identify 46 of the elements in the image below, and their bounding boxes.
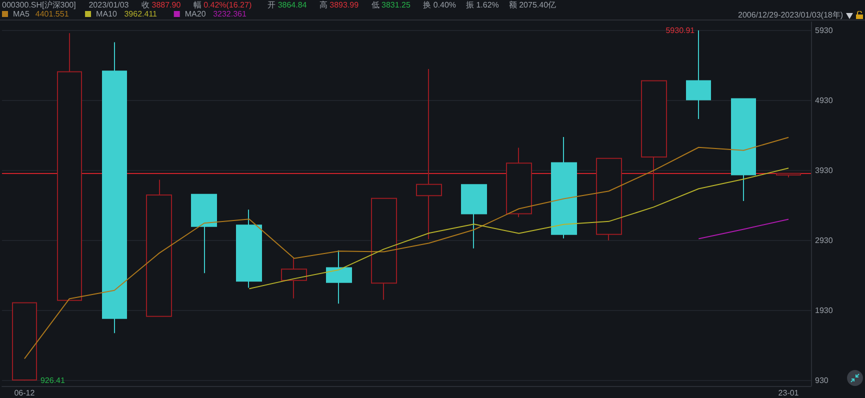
text: 幅 0.42%(16.27) (193, 0, 252, 10)
text: 3962.411 (124, 10, 158, 18)
y-tick-label: 2930 (815, 236, 834, 245)
text: 换 0.40% (423, 0, 456, 10)
candlestick (146, 179, 172, 317)
candlestick (551, 136, 577, 239)
x-tick-label: 23-01 (778, 388, 800, 398)
legend-label: MA20 (184, 10, 206, 18)
x-tick-label: 06-12 (14, 388, 36, 398)
legend-label: MA10 (96, 10, 118, 18)
text: 开 3864.84 (268, 0, 308, 10)
text: 2006/12/29-2023/01/03(18年) (738, 10, 844, 20)
candlestick (12, 302, 37, 382)
text: 额 2075.40亿 (508, 0, 556, 10)
candlestick (641, 80, 667, 201)
candlestick (776, 172, 801, 178)
text: 振 1.62% (466, 0, 499, 10)
y-tick-label: 5930 (815, 26, 834, 35)
text: 收 3887.90 (142, 0, 182, 10)
line-series (248, 168, 790, 290)
candlestick (506, 147, 532, 218)
candlestick (236, 209, 262, 288)
y-tick-label: 3930 (815, 166, 834, 175)
candlestick (57, 32, 82, 301)
candlestick (416, 68, 442, 240)
candlestick (731, 98, 756, 202)
candlestick (102, 42, 127, 334)
text: 3232.361 (213, 10, 247, 18)
candlestick (596, 158, 622, 241)
y-tick-label: 1930 (815, 306, 834, 315)
candlestick (461, 184, 487, 249)
chart-title: 000300.SH[沪深300] (2, 0, 76, 10)
annotation: 926.41 (40, 376, 66, 386)
y-tick-label: 930 (815, 376, 829, 385)
text: 4401.551 (35, 10, 70, 18)
line-series (24, 136, 790, 360)
candlestick (281, 258, 307, 299)
text: 低 3831.25 (371, 0, 411, 10)
legend-label: MA5 (13, 10, 30, 18)
candlestick (326, 250, 352, 304)
y-tick-label: 4930 (815, 96, 834, 105)
candlestick (371, 198, 397, 300)
annotation: 5930.91 (666, 26, 696, 35)
chart-subtitle: 2023/01/03 (88, 0, 130, 10)
candlestick (191, 194, 217, 274)
text: 高 3893.99 (319, 0, 360, 10)
